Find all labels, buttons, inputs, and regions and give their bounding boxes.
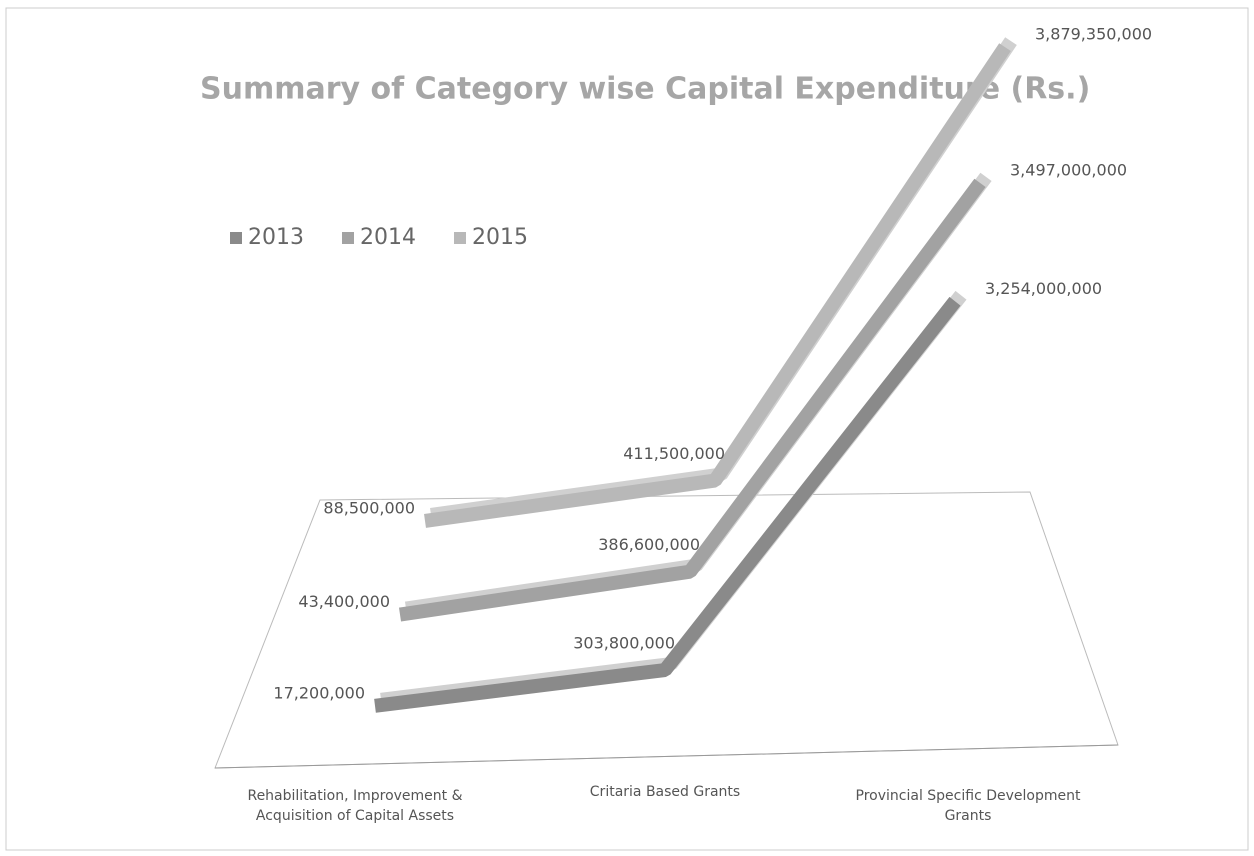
legend-swatch	[342, 232, 354, 244]
legend-swatch	[230, 232, 242, 244]
series-line	[398, 178, 986, 622]
series-line	[424, 43, 1011, 528]
chart-title: Summary of Category wise Capital Expendi…	[200, 72, 1090, 107]
legend-label: 2014	[360, 225, 416, 250]
chart-frame	[5, 7, 1249, 851]
data-label: 43,400,000	[298, 592, 390, 611]
category-axis	[214, 744, 1119, 769]
x-tick-label: Rehabilitation, Improvement & Acquisitio…	[247, 788, 463, 824]
x-tick-label: Critaria Based Grants	[589, 784, 741, 800]
data-label: 3,254,000,000	[985, 279, 1102, 298]
legend-label: 2013	[248, 225, 304, 250]
legend-swatch	[454, 232, 466, 244]
data-label: 17,200,000	[273, 683, 365, 702]
legend-label: 2015	[472, 225, 528, 250]
data-label: 3,497,000,000	[1010, 160, 1127, 179]
data-label: 386,600,000	[598, 535, 700, 554]
floor-plane	[214, 491, 1119, 769]
data-label: 303,800,000	[573, 634, 675, 653]
data-label: 3,879,350,000	[1035, 25, 1152, 44]
x-tick-label: Provincial Specific Development Grants	[855, 788, 1081, 824]
series-line	[374, 296, 961, 713]
data-label: 88,500,000	[323, 498, 415, 517]
data-label: 411,500,000	[623, 444, 725, 463]
